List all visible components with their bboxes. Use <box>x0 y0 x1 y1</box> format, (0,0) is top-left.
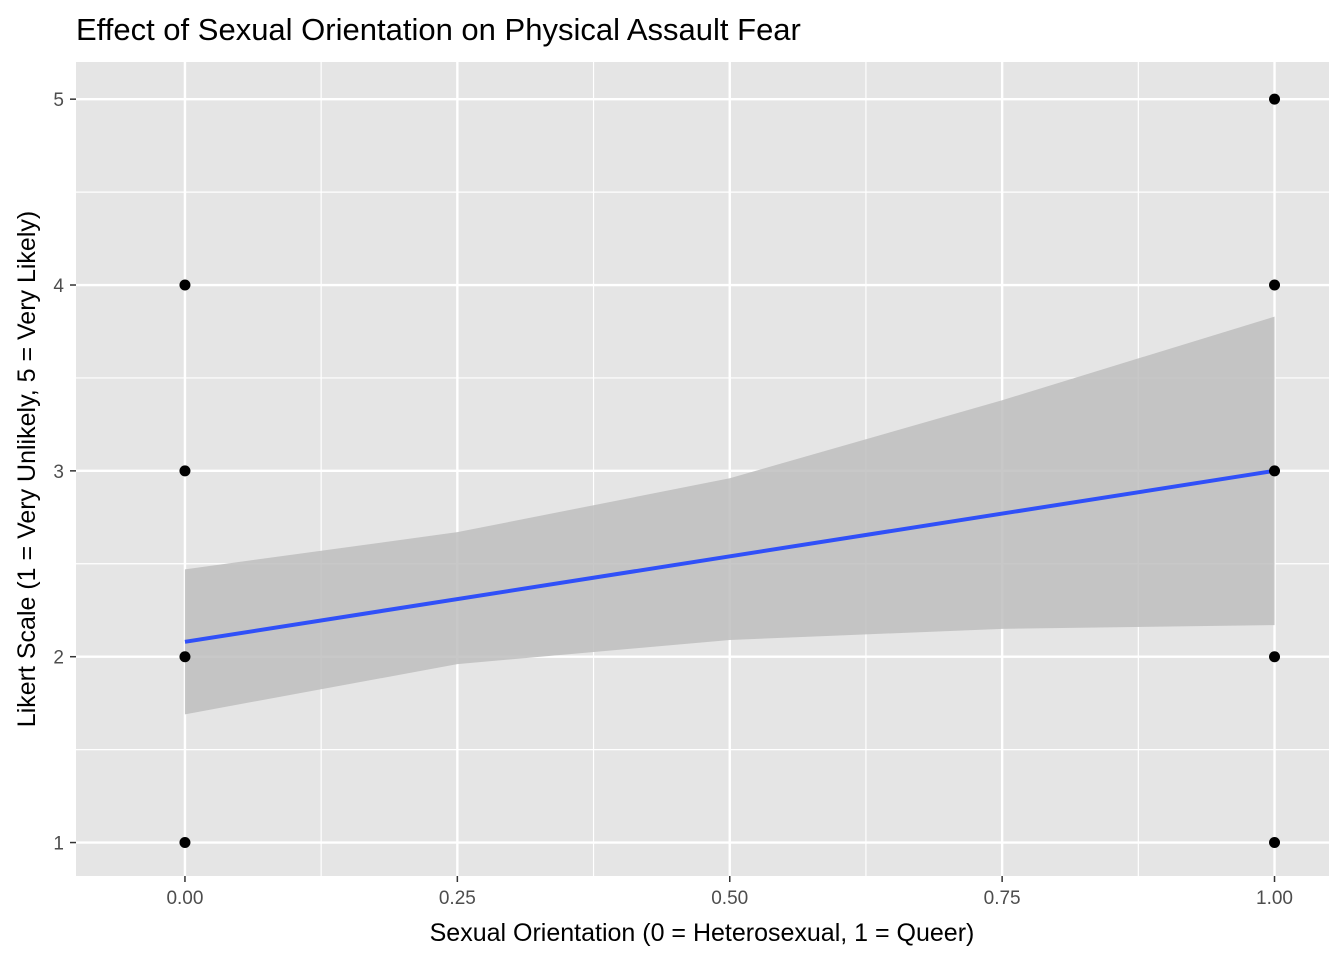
data-points <box>179 93 1281 849</box>
data-point <box>179 651 191 663</box>
y-tick-label: 4 <box>53 276 64 297</box>
x-tick-label: 0.50 <box>711 888 748 909</box>
y-tick-label: 5 <box>53 90 64 111</box>
x-tick-label: 0.25 <box>439 888 476 909</box>
data-point <box>1269 279 1281 291</box>
data-point <box>1269 837 1281 849</box>
x-axis-ticks: 0.00 0.25 0.50 0.75 1.00 <box>166 876 1293 909</box>
x-axis-title: Sexual Orientation (0 = Heterosexual, 1 … <box>430 919 975 947</box>
y-tick-label: 2 <box>53 648 64 669</box>
regression-line <box>184 468 1275 644</box>
data-point <box>179 837 191 849</box>
data-point <box>1269 651 1281 663</box>
data-point <box>179 279 191 291</box>
data-point <box>1269 93 1281 105</box>
confidence-band <box>184 316 1275 715</box>
major-gridlines <box>76 62 1329 876</box>
y-tick-label: 1 <box>53 834 64 855</box>
x-tick-label: 0.00 <box>166 888 203 909</box>
chart-title: Effect of Sexual Orientation on Physical… <box>76 12 801 47</box>
y-axis-title: Likert Scale (1 = Very Unlikely, 5 = Ver… <box>13 211 41 727</box>
y-axis-ticks: 1 2 3 4 5 <box>53 90 76 855</box>
x-tick-label: 1.00 <box>1256 888 1293 909</box>
x-tick-label: 0.75 <box>984 888 1021 909</box>
y-tick-label: 3 <box>53 462 64 483</box>
data-point <box>179 465 191 477</box>
data-point <box>1269 465 1281 477</box>
